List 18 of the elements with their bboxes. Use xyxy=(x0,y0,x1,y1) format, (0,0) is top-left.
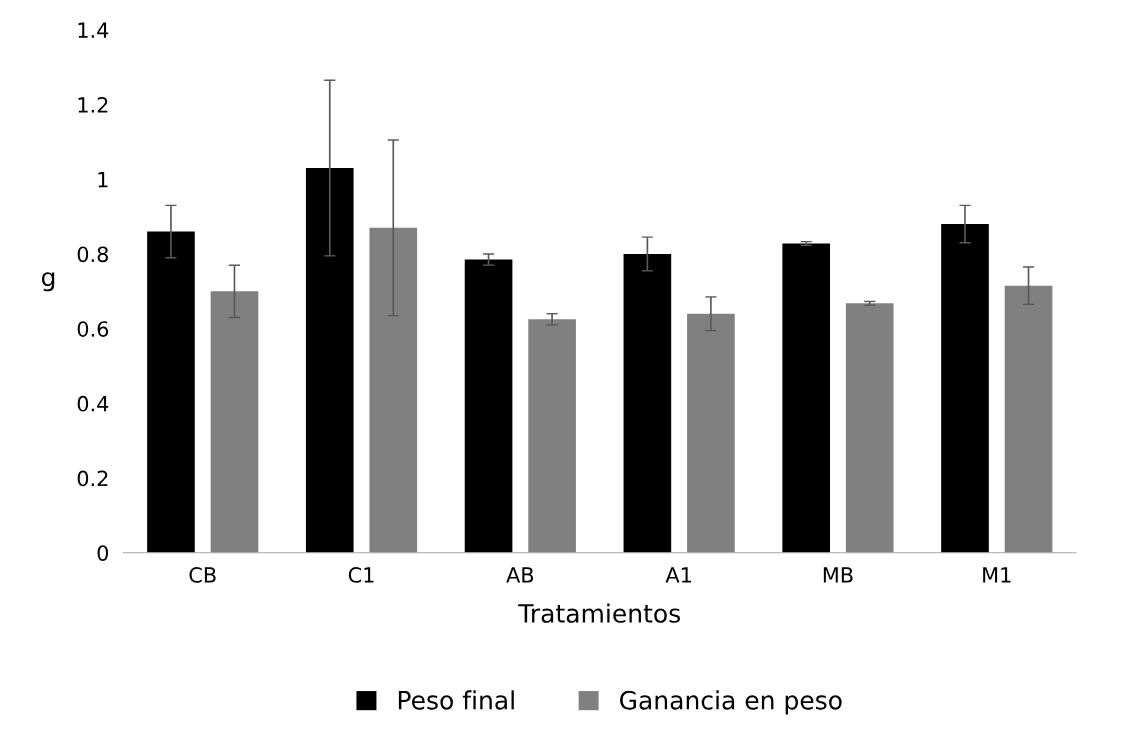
y-tick-label: 0.2 xyxy=(77,470,108,487)
y-tick-label: 0.8 xyxy=(77,246,108,263)
y-tick-label: 0 xyxy=(97,545,109,561)
legend-label: Peso final xyxy=(398,690,514,710)
x-tick-label: M1 xyxy=(983,567,1011,583)
x-tick-label: A1 xyxy=(665,567,691,583)
y-tick-label: 1 xyxy=(98,172,108,188)
x-tick-label: MB xyxy=(823,567,853,583)
legend-label: Ganancia en peso xyxy=(620,690,842,715)
x-axis-title: Tratamientos xyxy=(518,603,680,623)
y-tick-label: 0.4 xyxy=(77,395,109,412)
y-tick-label: 1.2 xyxy=(78,97,108,113)
x-tick-label: C1 xyxy=(348,567,374,583)
x-tick-label: AB xyxy=(506,567,534,583)
y-axis-title: g xyxy=(41,272,55,292)
y-tick-label: 0.6 xyxy=(77,321,109,337)
y-tick-label: 1.4 xyxy=(78,22,109,38)
x-tick-label: CB xyxy=(189,567,216,583)
